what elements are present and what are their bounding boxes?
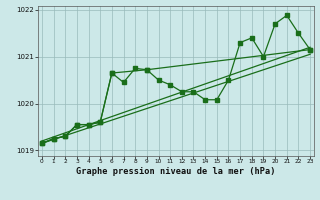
X-axis label: Graphe pression niveau de la mer (hPa): Graphe pression niveau de la mer (hPa): [76, 167, 276, 176]
